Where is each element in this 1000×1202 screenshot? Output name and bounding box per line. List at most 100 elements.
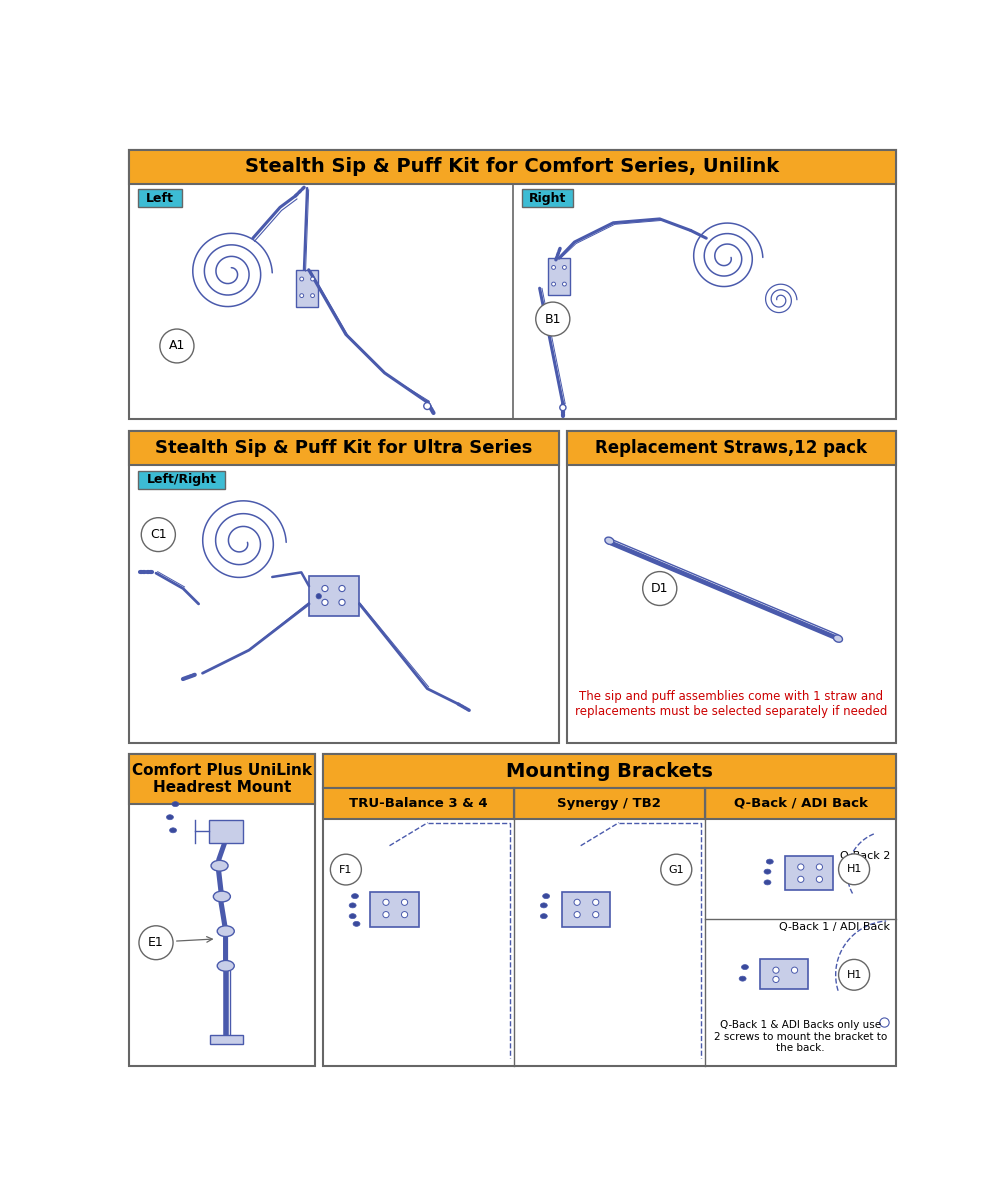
Circle shape: [773, 976, 779, 982]
Ellipse shape: [741, 964, 748, 970]
Text: F1: F1: [339, 864, 353, 875]
Circle shape: [593, 899, 599, 905]
Text: Left/Right: Left/Right: [147, 474, 217, 487]
Ellipse shape: [353, 922, 360, 927]
Ellipse shape: [172, 802, 179, 807]
Ellipse shape: [211, 861, 228, 871]
Bar: [323, 754, 896, 1066]
Ellipse shape: [605, 537, 614, 545]
Bar: [514, 789, 705, 819]
Circle shape: [560, 405, 566, 411]
Circle shape: [322, 585, 328, 591]
Circle shape: [311, 278, 314, 281]
Ellipse shape: [739, 976, 746, 981]
Circle shape: [816, 864, 822, 870]
Circle shape: [322, 600, 328, 606]
Circle shape: [839, 959, 870, 990]
Ellipse shape: [217, 960, 234, 971]
Text: H1: H1: [846, 970, 862, 980]
Text: TRU-Balance 3 & 4: TRU-Balance 3 & 4: [349, 797, 488, 810]
Ellipse shape: [540, 914, 547, 918]
Text: H1: H1: [846, 864, 862, 874]
Circle shape: [773, 968, 779, 974]
Ellipse shape: [349, 903, 356, 908]
Circle shape: [880, 1018, 889, 1028]
Text: Q-Back 1 / ADI Back: Q-Back 1 / ADI Back: [779, 922, 890, 933]
Circle shape: [574, 899, 580, 905]
Bar: [129, 754, 315, 804]
Text: Replacement Straws,12 pack: Replacement Straws,12 pack: [595, 439, 867, 457]
Bar: [522, 189, 573, 208]
Circle shape: [643, 572, 677, 606]
Ellipse shape: [349, 914, 356, 918]
Bar: [129, 149, 896, 184]
Circle shape: [330, 855, 361, 885]
Circle shape: [839, 853, 870, 885]
Circle shape: [311, 293, 314, 298]
Circle shape: [816, 876, 822, 882]
Bar: [562, 892, 610, 927]
Text: The sip and puff assemblies come with 1 straw and
replacements must be selected : The sip and puff assemblies come with 1 …: [575, 690, 888, 718]
Ellipse shape: [540, 903, 547, 908]
Text: A1: A1: [169, 339, 185, 352]
Bar: [760, 959, 808, 989]
Bar: [370, 892, 419, 927]
Text: B1: B1: [545, 313, 561, 326]
Circle shape: [562, 282, 566, 286]
Bar: [209, 820, 243, 843]
Text: Right: Right: [529, 191, 566, 204]
Text: Mounting Brackets: Mounting Brackets: [506, 762, 713, 780]
Circle shape: [339, 585, 345, 591]
Bar: [129, 430, 559, 743]
Text: E1: E1: [148, 936, 164, 950]
Ellipse shape: [170, 828, 177, 833]
Bar: [296, 269, 318, 307]
Text: Left: Left: [146, 191, 174, 204]
Circle shape: [300, 278, 304, 281]
Ellipse shape: [166, 815, 173, 820]
Ellipse shape: [543, 893, 550, 899]
Text: Stealth Sip & Puff Kit for Comfort Series, Unilink: Stealth Sip & Puff Kit for Comfort Serie…: [245, 157, 780, 175]
Circle shape: [552, 266, 556, 269]
Ellipse shape: [351, 893, 358, 899]
Circle shape: [401, 911, 408, 917]
Bar: [138, 471, 225, 489]
Circle shape: [552, 282, 556, 286]
Circle shape: [593, 911, 599, 917]
Circle shape: [536, 302, 570, 337]
Circle shape: [401, 899, 408, 905]
Bar: [323, 789, 514, 819]
Bar: [567, 430, 896, 743]
Circle shape: [574, 911, 580, 917]
Text: Synergy / TB2: Synergy / TB2: [557, 797, 661, 810]
Circle shape: [798, 876, 804, 882]
Circle shape: [139, 926, 173, 959]
Bar: [129, 430, 559, 464]
Ellipse shape: [764, 869, 771, 874]
Text: Comfort Plus UniLink
Headrest Mount: Comfort Plus UniLink Headrest Mount: [132, 763, 312, 796]
Bar: [548, 258, 570, 296]
Bar: [309, 576, 359, 617]
Circle shape: [791, 968, 798, 974]
Bar: [138, 189, 182, 208]
Ellipse shape: [213, 891, 230, 902]
Bar: [129, 754, 315, 1066]
Text: Q-Back / ADI Back: Q-Back / ADI Back: [734, 797, 867, 810]
Bar: [567, 430, 896, 464]
Circle shape: [798, 864, 804, 870]
Circle shape: [300, 293, 304, 298]
Ellipse shape: [834, 635, 842, 642]
Text: Q-Back 2: Q-Back 2: [840, 851, 890, 861]
Text: Q-Back 1 & ADI Backs only use
2 screws to mount the bracket to
the back.: Q-Back 1 & ADI Backs only use 2 screws t…: [714, 1020, 887, 1053]
Bar: [210, 1035, 243, 1045]
Circle shape: [141, 518, 175, 552]
Circle shape: [661, 855, 692, 885]
Circle shape: [424, 403, 431, 410]
Text: D1: D1: [651, 582, 668, 595]
Circle shape: [316, 594, 321, 599]
Bar: [705, 789, 896, 819]
Bar: [785, 856, 833, 891]
Circle shape: [383, 899, 389, 905]
Circle shape: [160, 329, 194, 363]
Bar: [129, 149, 896, 419]
